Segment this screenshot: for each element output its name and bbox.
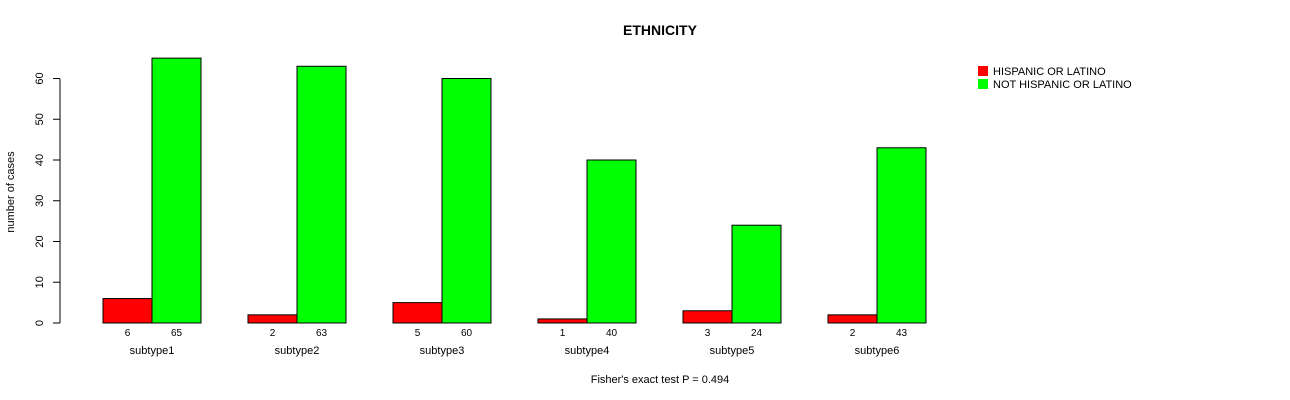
bar [876,147,927,324]
category-label: subtype4 [565,345,610,357]
bar [682,310,733,324]
bar [247,314,298,324]
bar-value-label: 24 [751,328,763,339]
bar [392,302,443,324]
bar-value-label: 6 [125,328,131,339]
bar-value-label: 43 [896,328,908,339]
legend-swatch [978,66,988,76]
category-label: subtype6 [855,345,900,357]
bar [151,57,202,324]
bar-value-label: 3 [705,328,711,339]
y-tick-label: 50 [34,113,46,125]
chart-title: ETHNICITY [623,22,698,38]
category-label: subtype5 [710,345,755,357]
bar-value-label: 2 [850,328,856,339]
bars-group: 6 65 2 63 5 60 1 40 3 24 2 43 [102,57,927,339]
bar-value-label: 60 [461,328,473,339]
y-tick-label: 20 [34,235,46,247]
bar [296,65,347,324]
bar-value-label: 40 [606,328,618,339]
y-ticks: 0 10 20 30 40 50 60 [34,72,60,326]
bar-value-label: 63 [316,328,328,339]
bar-value-label: 65 [171,328,183,339]
bar [586,159,637,324]
legend-swatch [978,79,988,89]
y-axis-label: number of cases [5,151,17,233]
y-tick-label: 30 [34,195,46,207]
x-axis-label: Fisher's exact test P = 0.494 [591,374,730,386]
y-tick-label: 0 [34,320,46,326]
bar [731,224,782,324]
category-label: subtype3 [420,345,465,357]
category-label: subtype2 [275,345,320,357]
bar-value-label: 2 [270,328,276,339]
y-tick-label: 40 [34,154,46,166]
legend-label: HISPANIC OR LATINO [993,66,1106,78]
bar [102,298,153,324]
bar [537,318,588,324]
bar [827,314,878,324]
bar-value-label: 5 [415,328,421,339]
y-tick-label: 60 [34,72,46,84]
y-tick-label: 10 [34,276,46,288]
legend-label: NOT HISPANIC OR LATINO [993,79,1132,91]
y-axis: 0 10 20 30 40 50 60 [34,72,61,326]
category-label: subtype1 [130,345,175,357]
category-labels: subtype1 subtype2 subtype3 subtype4 subtype5… [130,345,900,357]
bar-value-label: 1 [560,328,566,339]
bar [441,78,492,324]
